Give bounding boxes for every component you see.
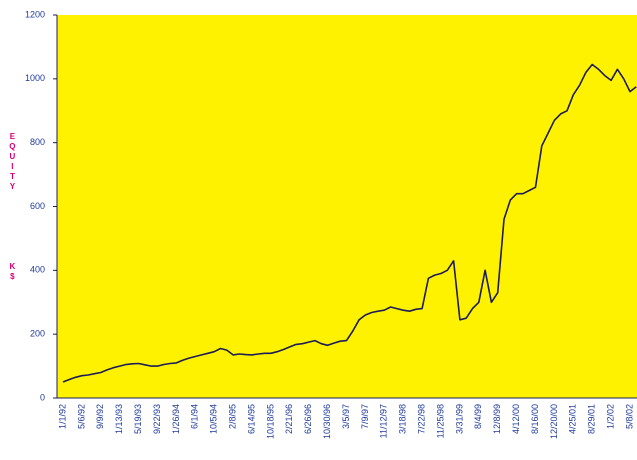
x-tick-label: 10/30/96 [322,404,332,439]
x-tick-label: 3/5/97 [341,404,351,429]
x-tick-label: 8/4/99 [473,404,483,429]
x-tick-label: 11/12/97 [379,404,389,438]
x-tick-label: 10/18/95 [265,404,275,439]
x-tick-label: 3/18/98 [398,404,408,434]
x-tick-label: 5/6/92 [76,404,86,429]
y-tick-label: 1200 [25,9,45,19]
x-tick-label: 7/9/97 [360,404,370,429]
x-tick-label: 10/5/94 [209,404,219,434]
y-axis-unit: K$ [8,262,17,282]
x-tick-label: 1/1/92 [57,404,67,429]
x-tick-label: 7/22/98 [416,404,426,434]
x-tick-label: 1/13/93 [114,404,124,434]
x-tick-label: 4/25/01 [568,404,578,434]
y-tick-label: 200 [30,329,45,339]
x-tick-label: 9/22/93 [152,404,162,434]
x-tick-label: 4/12/00 [511,404,521,434]
equity-line [62,63,637,383]
x-tick-label: 8/29/01 [587,404,597,434]
x-tick-label: 6/26/96 [303,404,313,434]
plot-area [57,15,637,398]
x-tick-label: 6/14/95 [246,404,256,434]
x-tick-label: 6/1/94 [190,404,200,429]
y-tick-label: 600 [30,201,45,211]
x-tick-label: 3/31/99 [454,404,464,434]
y-tick-label: 800 [30,137,45,147]
x-tick-label: 5/19/93 [133,404,143,434]
x-tick-label: 12/20/00 [549,404,559,439]
x-tick-label: 12/8/99 [492,404,502,434]
x-tick-label: 2/8/95 [227,404,237,429]
x-tick-label: 1/2/02 [605,404,615,429]
x-tick-label: 1/26/94 [171,404,181,434]
x-tick-label: 5/8/02 [624,404,634,429]
y-axis-label: EQUITY [8,132,17,192]
y-tick-label: 400 [30,265,45,275]
x-tick-label: 8/16/00 [530,404,540,434]
x-tick-label: 11/25/98 [435,404,445,438]
x-tick-label: 9/9/92 [95,404,105,429]
y-tick-label: 1000 [25,73,45,83]
y-tick-label: 0 [40,392,45,402]
x-tick-label: 2/21/96 [284,404,294,434]
